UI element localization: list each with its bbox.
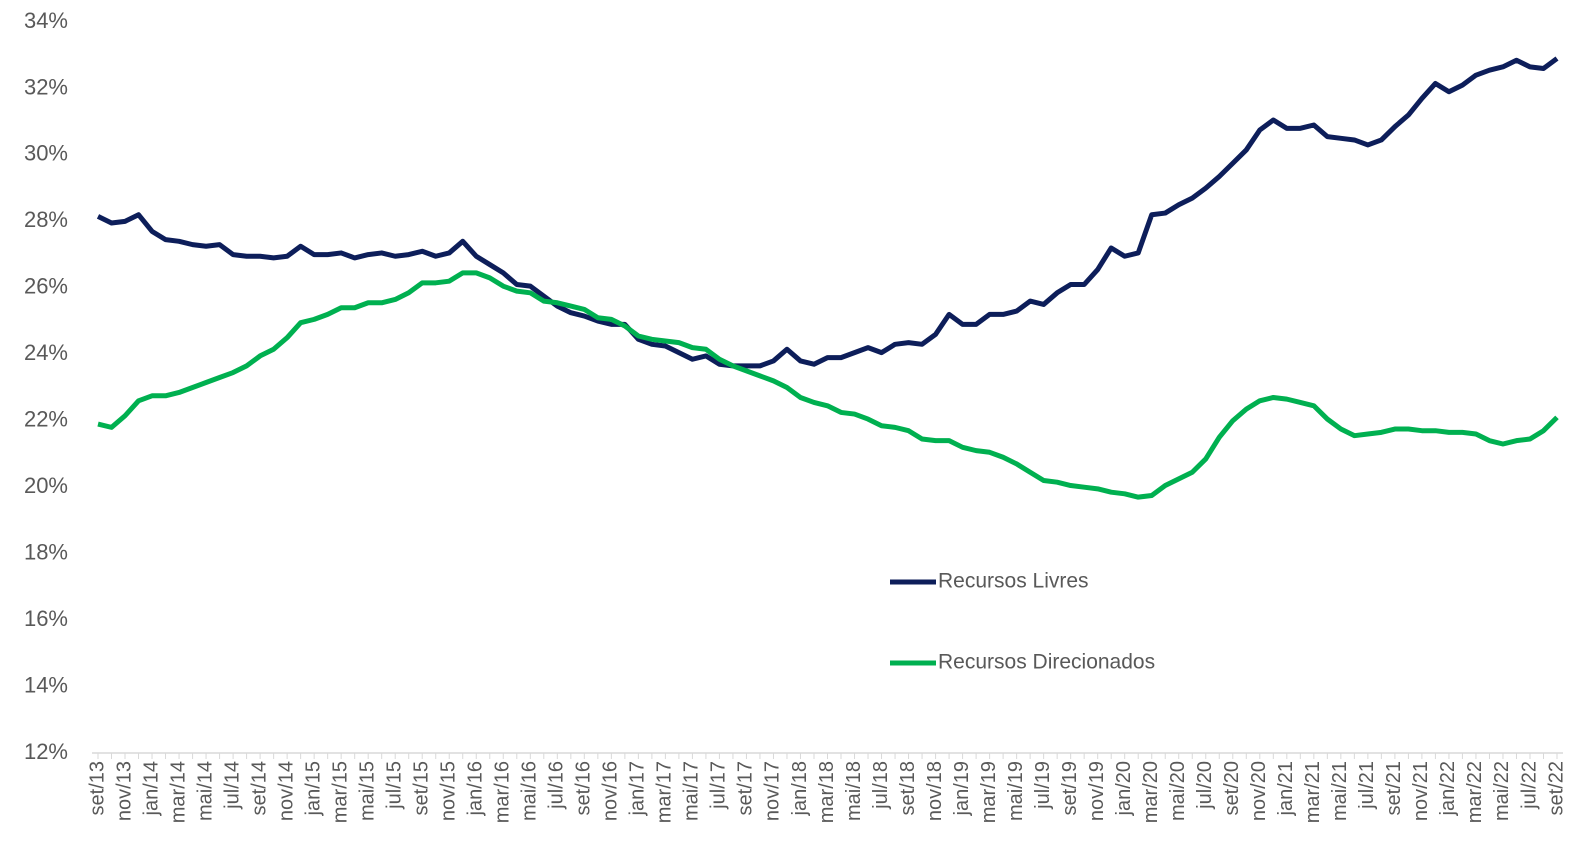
x-tick-label: mai/20 bbox=[1167, 761, 1189, 821]
x-tick-label: mar/16 bbox=[492, 761, 514, 823]
series-line bbox=[96, 56, 1559, 369]
x-tick-label: jul/18 bbox=[870, 761, 892, 810]
series-line bbox=[97, 270, 1559, 500]
x-tick-label: jan/15 bbox=[302, 761, 324, 817]
y-tick-label: 16% bbox=[24, 606, 68, 631]
x-tick-label: nov/16 bbox=[600, 761, 622, 821]
x-tick-label: jan/21 bbox=[1275, 761, 1297, 817]
x-tick-label: mai/21 bbox=[1329, 761, 1351, 821]
y-tick-label: 28% bbox=[24, 207, 68, 232]
x-tick-label: mai/16 bbox=[519, 761, 541, 821]
y-tick-label: 20% bbox=[24, 473, 68, 498]
x-tick-label: set/18 bbox=[897, 761, 919, 815]
x-tick-label: nov/20 bbox=[1248, 761, 1270, 821]
legend-label: Recursos Livres bbox=[938, 570, 1089, 593]
x-tick-label: jul/21 bbox=[1356, 761, 1378, 810]
y-tick-label: 34% bbox=[24, 8, 68, 33]
x-tick-label: nov/15 bbox=[438, 761, 460, 821]
x-tick-label: jul/19 bbox=[1032, 761, 1054, 810]
x-tick-label: mar/17 bbox=[654, 761, 676, 823]
x-tick-label: mar/20 bbox=[1140, 761, 1162, 823]
x-tick-label: jan/22 bbox=[1437, 761, 1459, 817]
y-tick-label: 12% bbox=[24, 739, 68, 764]
x-tick-label: mar/21 bbox=[1302, 761, 1324, 823]
x-tick-label: mar/15 bbox=[329, 761, 351, 823]
x-tick-label: mai/14 bbox=[194, 761, 216, 821]
x-tick-label: mai/15 bbox=[356, 761, 378, 821]
x-tick-label: nov/14 bbox=[275, 761, 297, 821]
x-tick-label: nov/13 bbox=[113, 761, 135, 821]
x-tick-label: mar/19 bbox=[978, 761, 1000, 823]
x-tick-label: jan/20 bbox=[1113, 761, 1135, 817]
x-tick-label: nov/21 bbox=[1410, 761, 1432, 821]
y-tick-label: 30% bbox=[24, 141, 68, 166]
y-tick-label: 14% bbox=[24, 672, 68, 697]
x-tick-label: jan/19 bbox=[951, 761, 973, 817]
legend-label: Recursos Direcionados bbox=[938, 651, 1155, 674]
x-tick-label: mai/17 bbox=[681, 761, 703, 821]
x-tick-label: jan/18 bbox=[789, 761, 811, 817]
y-tick-label: 32% bbox=[24, 74, 68, 99]
x-tick-label: set/15 bbox=[411, 761, 433, 815]
x-tick-label: set/13 bbox=[86, 761, 108, 815]
x-tick-label: jul/15 bbox=[383, 761, 405, 810]
x-tick-label: mar/14 bbox=[167, 761, 189, 823]
x-tick-label: jan/17 bbox=[627, 761, 649, 817]
x-tick-label: jul/20 bbox=[1194, 761, 1216, 810]
x-tick-label: set/21 bbox=[1383, 761, 1405, 815]
x-tick-label: jan/14 bbox=[140, 761, 162, 817]
y-tick-label: 24% bbox=[24, 340, 68, 365]
y-tick-label: 26% bbox=[24, 274, 68, 299]
x-tick-label: set/22 bbox=[1545, 761, 1567, 815]
y-tick-label: 18% bbox=[24, 539, 68, 564]
x-tick-label: jul/17 bbox=[708, 761, 730, 810]
x-tick-label: nov/18 bbox=[924, 761, 946, 821]
x-tick-label: set/14 bbox=[248, 761, 270, 815]
x-tick-label: mar/18 bbox=[816, 761, 838, 823]
x-tick-label: jul/22 bbox=[1518, 761, 1540, 810]
x-tick-label: jul/14 bbox=[221, 761, 243, 810]
x-tick-label: mar/22 bbox=[1464, 761, 1486, 823]
y-tick-label: 22% bbox=[24, 407, 68, 432]
x-tick-label: set/19 bbox=[1059, 761, 1081, 815]
x-tick-label: nov/19 bbox=[1086, 761, 1108, 821]
x-tick-label: jan/16 bbox=[465, 761, 487, 817]
x-tick-label: mai/18 bbox=[843, 761, 865, 821]
x-tick-label: set/20 bbox=[1221, 761, 1243, 815]
x-tick-label: nov/17 bbox=[762, 761, 784, 821]
x-tick-label: mai/22 bbox=[1491, 761, 1513, 821]
x-tick-label: set/16 bbox=[573, 761, 595, 815]
x-tick-label: mai/19 bbox=[1005, 761, 1027, 821]
x-tick-label: set/17 bbox=[735, 761, 757, 815]
x-tick-label: jul/16 bbox=[546, 761, 568, 810]
